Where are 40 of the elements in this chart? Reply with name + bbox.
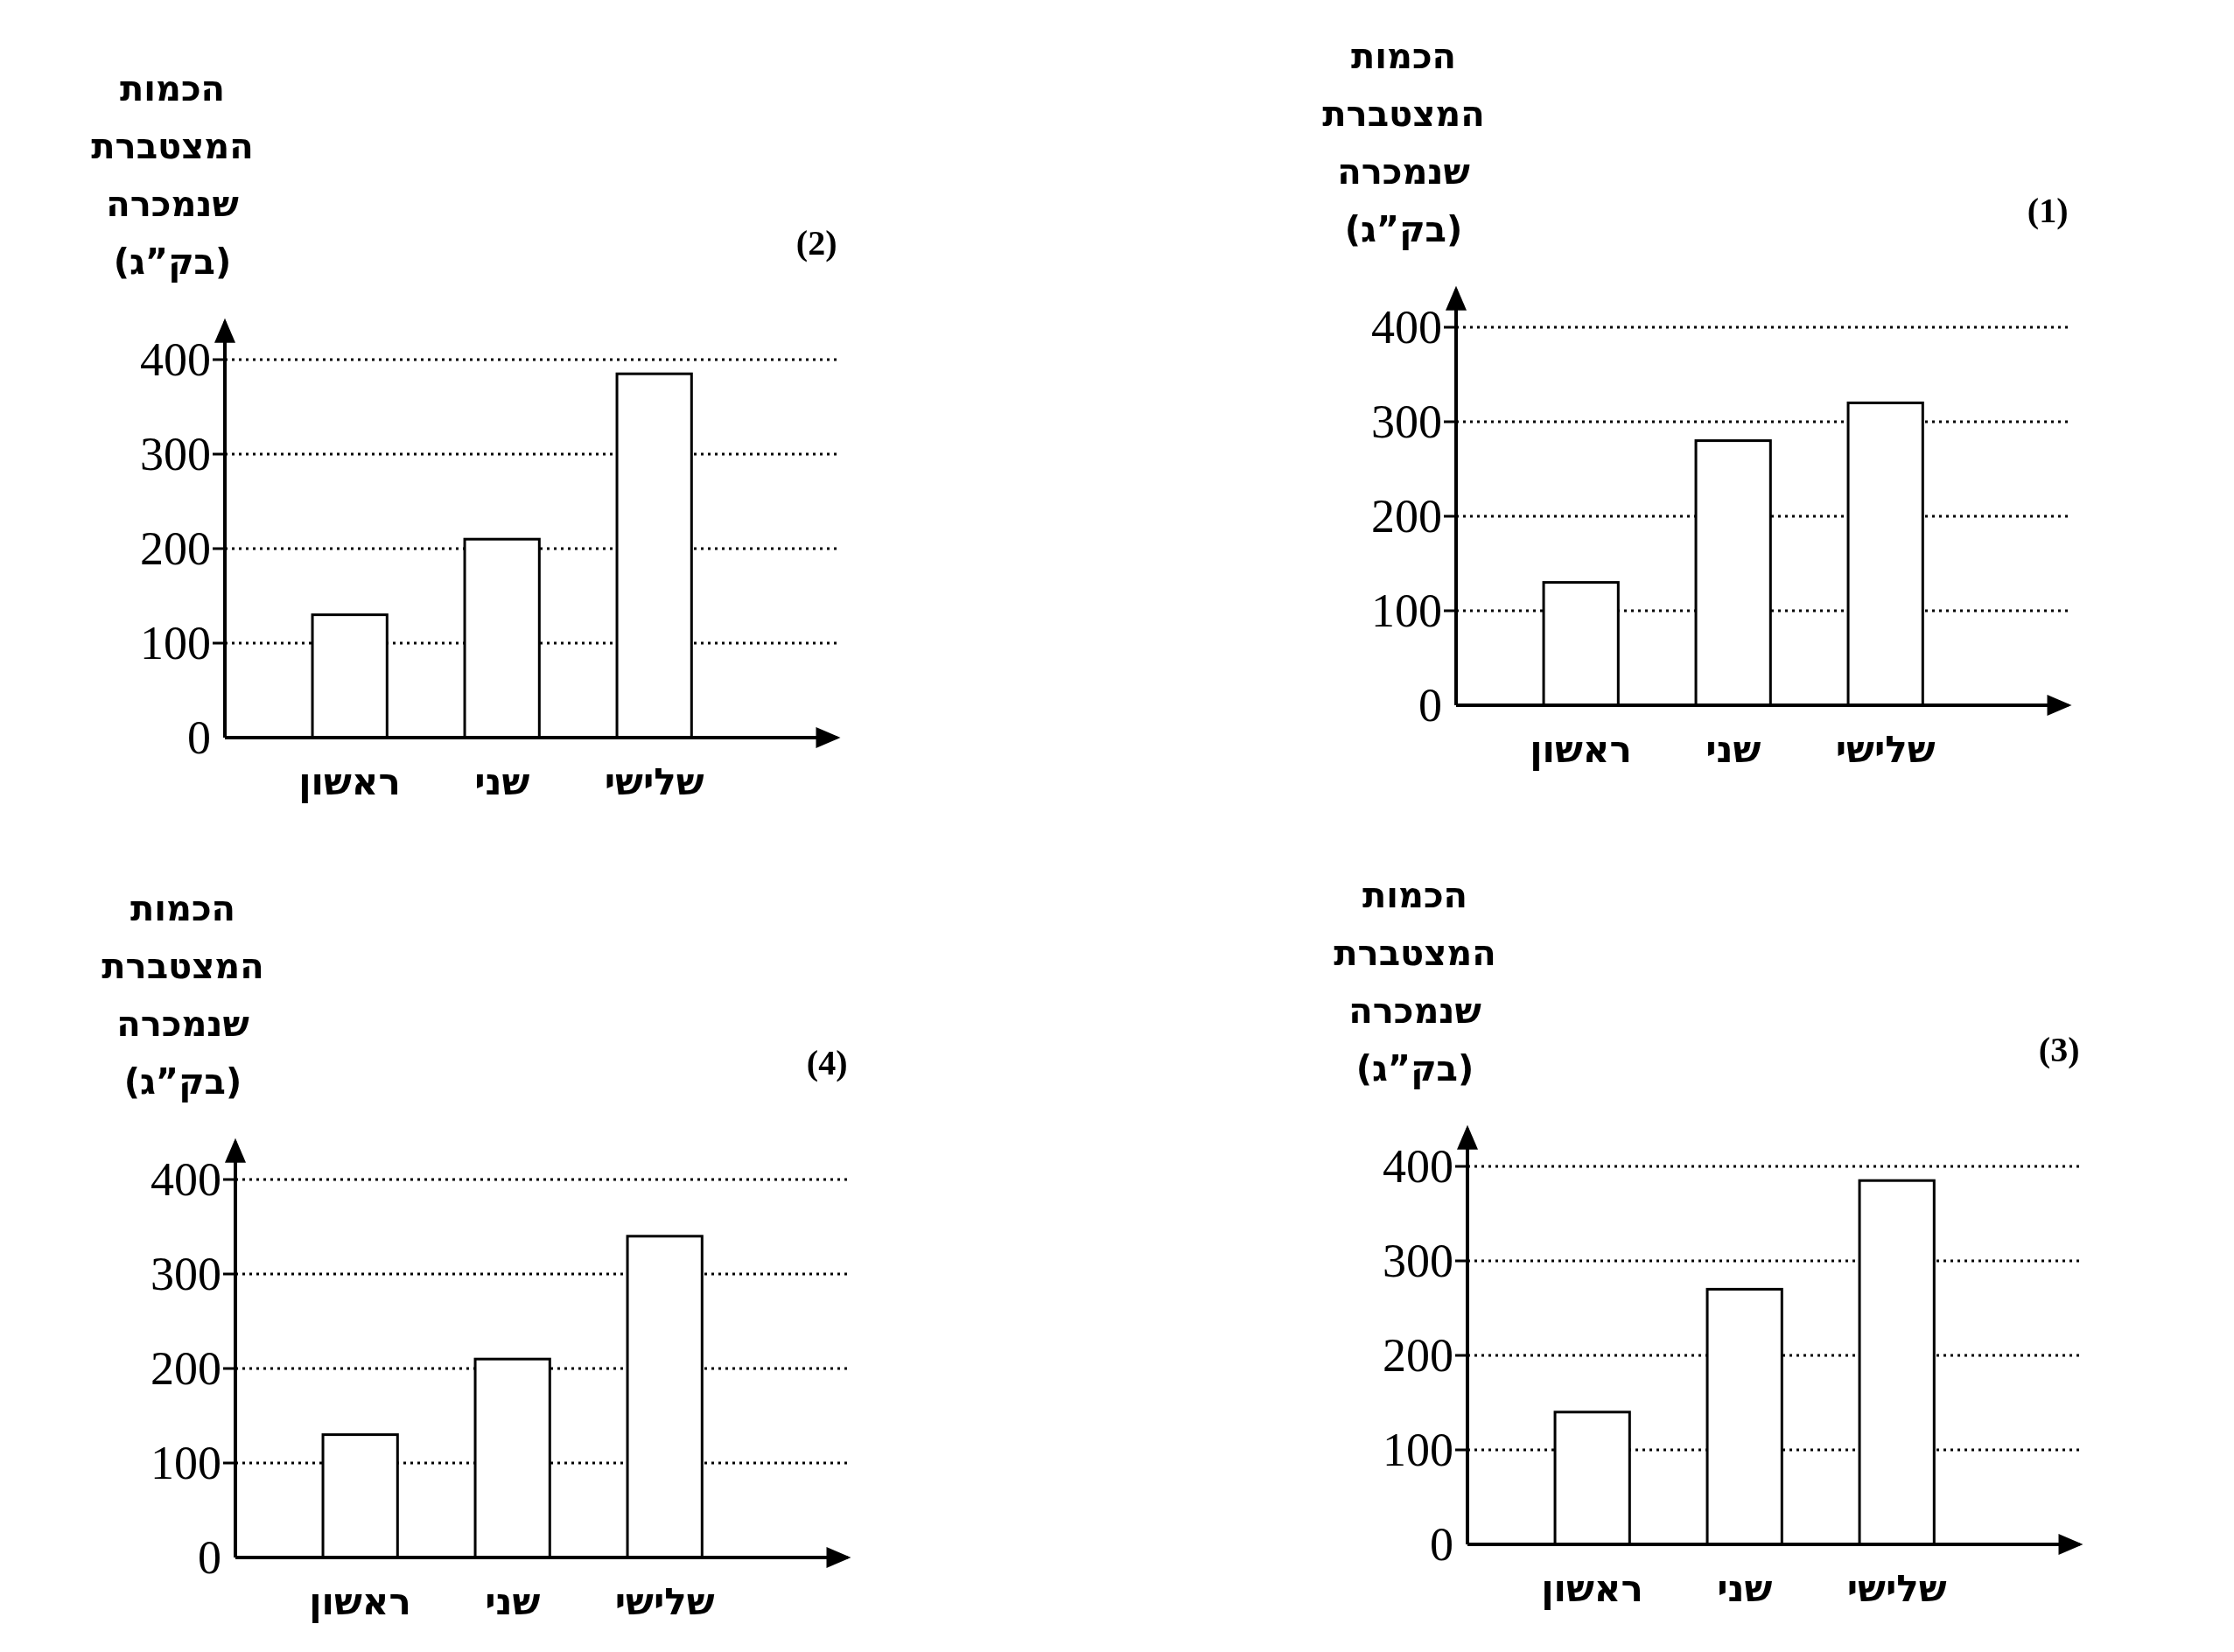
chart-title: (3) [2038,1029,2080,1069]
y-tick-label: 400 [140,333,211,386]
x-tick-label: שלישי [614,1580,715,1623]
y-tick-label: 400 [151,1153,221,1206]
y-tick-label: 100 [1383,1424,1453,1476]
y-tick-label: 200 [140,522,211,575]
x-tick-label: שני [474,760,530,803]
chart-title: (4) [806,1042,848,1082]
y-tick-label: 0 [1418,679,1442,732]
y-axis-title: הכמות המצטברת שנמכרה (בק”ג) [1333,873,1497,1091]
y-tick-label: 200 [151,1342,221,1395]
x-tick-label: שני [485,1580,541,1623]
y-tick-label: 0 [198,1531,221,1584]
x-tick-label: ראשון [309,1580,411,1623]
y-tick-label: 300 [140,428,211,480]
y-tick-label: 100 [151,1437,221,1489]
y-tick-label: 0 [187,711,211,764]
y-tick-label: 200 [1371,490,1442,542]
x-tick-label: שני [1705,728,1761,771]
y-tick-label: 300 [151,1248,221,1300]
y-axis-title: הכמות המצטברת שנמכרה (בק”ג) [1321,34,1486,252]
y-tick-label: 400 [1371,301,1442,354]
x-tick-label: ראשון [1530,728,1632,771]
y-tick-label: 300 [1371,396,1442,448]
y-tick-label: 400 [1383,1140,1453,1193]
y-tick-label: 100 [1371,584,1442,637]
chart-title: (2) [795,222,837,262]
y-axis-title: הכמות המצטברת שנמכרה (בק”ג) [90,66,255,284]
y-tick-label: 0 [1430,1518,1453,1571]
x-tick-label: שלישי [1835,728,1936,771]
x-tick-label: ראשון [298,760,401,803]
x-tick-label: ראשון [1541,1567,1643,1610]
y-axis-title: הכמות המצטברת שנמכרה (בק”ג) [101,886,265,1104]
y-tick-label: 200 [1383,1329,1453,1382]
x-tick-label: שלישי [1846,1567,1947,1610]
y-tick-label: 100 [140,617,211,669]
y-tick-label: 300 [1383,1235,1453,1287]
chart-title: (1) [2027,190,2069,230]
x-tick-label: שלישי [604,760,704,803]
x-tick-label: שני [1717,1567,1773,1610]
